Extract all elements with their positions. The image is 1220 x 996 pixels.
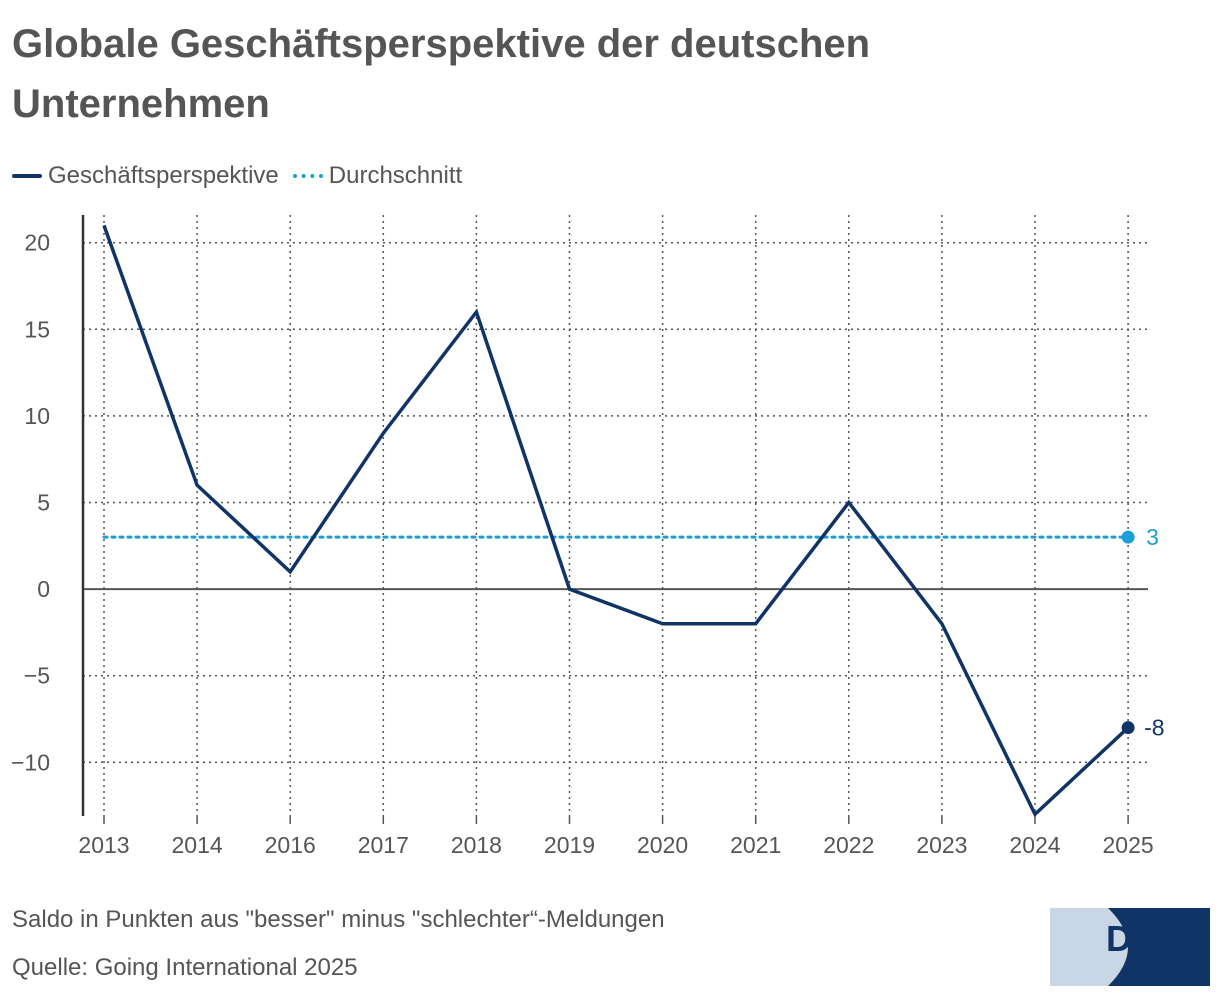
- chart-title: Globale Geschäftsperspektive der deutsch…: [12, 22, 871, 126]
- end-label-geschaeftsperspektive: -8: [1144, 715, 1164, 741]
- dihk-logo: DIHK: [1050, 908, 1210, 986]
- logo-background: [1050, 908, 1210, 986]
- y-tick-label: 5: [37, 490, 50, 516]
- y-tick-label: −5: [24, 663, 50, 689]
- legend: Geschäftsperspektive Durchschnitt: [12, 158, 476, 194]
- y-tick-label: 15: [24, 316, 50, 342]
- x-tick-label: 2018: [451, 832, 502, 858]
- chart-note: Saldo in Punkten aus "besser" minus "sch…: [12, 906, 665, 933]
- x-tick-label: 2019: [544, 832, 595, 858]
- x-tick-label: 2020: [637, 832, 688, 858]
- end-label-durchschnitt: 3: [1146, 524, 1159, 550]
- legend-swatch-dotted-line: [292, 174, 323, 178]
- x-tick-label: 2025: [1103, 832, 1154, 858]
- x-tick-label: 2023: [916, 832, 967, 858]
- x-tick-label: 2016: [265, 832, 316, 858]
- legend-swatch-solid-line: [12, 174, 42, 178]
- legend-item-geschaeftsperspektive: Geschäftsperspektive: [12, 162, 279, 190]
- x-tick-label: 2024: [1009, 832, 1060, 858]
- legend-label-durchschnitt: Durchschnitt: [328, 162, 463, 189]
- legend-item-durchschnitt: Durchschnitt: [292, 162, 463, 190]
- legend-label-geschaeftsperspektive: Geschäftsperspektive: [48, 162, 279, 189]
- chart-source: Quelle: Going International 2025: [12, 954, 358, 981]
- y-tick-label: 20: [24, 230, 50, 256]
- end-point-geschaeftsperspektive: [1121, 721, 1135, 735]
- series-line-geschaeftsperspektive: [102, 224, 1130, 818]
- x-tick-label: 2017: [358, 832, 409, 858]
- x-tick-label: 2021: [730, 832, 781, 858]
- x-tick-label: 2013: [78, 832, 129, 858]
- line-chart: 20 15 10 5 0 −5 −10 2013 2014 2016 2017 2018 2019 202…: [11, 215, 1165, 858]
- y-tick-label: 0: [37, 576, 50, 602]
- y-tick-label: 10: [24, 403, 50, 429]
- end-point-durchschnitt: [1121, 530, 1135, 544]
- x-tick-label: 2022: [823, 832, 874, 858]
- logo-text: DIHK: [1106, 918, 1198, 959]
- x-tick-label: 2014: [172, 832, 223, 858]
- y-tick-label: −10: [11, 749, 50, 775]
